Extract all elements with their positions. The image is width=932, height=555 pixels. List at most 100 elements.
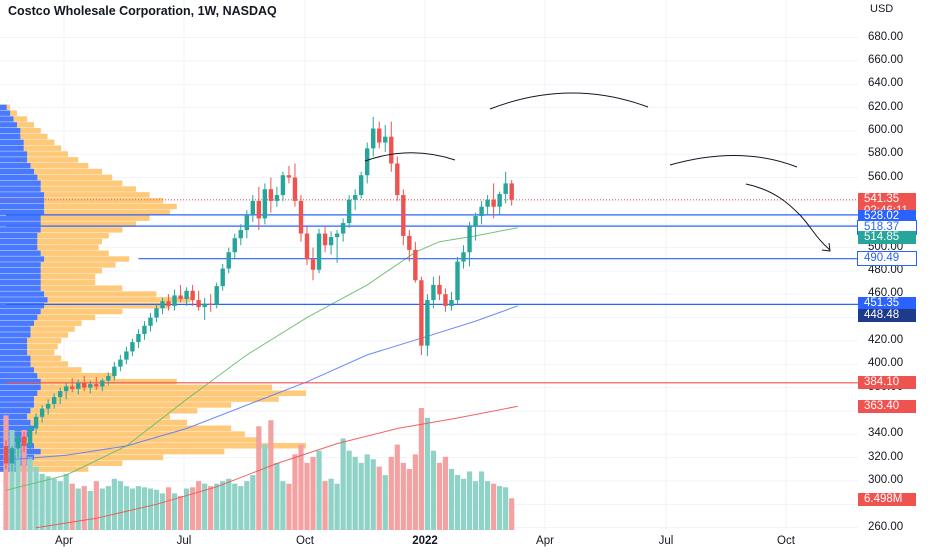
volume-profile-bar xyxy=(0,197,45,204)
volume-bar xyxy=(75,488,81,530)
volume-profile-bar xyxy=(44,192,150,198)
volume-profile-bar xyxy=(13,116,28,122)
volume-profile-bar xyxy=(0,419,31,426)
volume-profile-bar xyxy=(0,256,45,262)
volume-profile-bar xyxy=(0,367,34,373)
volume-profile-bar xyxy=(0,209,45,216)
candle-body xyxy=(3,445,9,464)
candle-body xyxy=(208,303,213,305)
volume-profile-bar xyxy=(23,139,55,146)
volume-profile-bar xyxy=(0,413,28,420)
volume-profile-bar xyxy=(40,308,123,315)
volume-profile-bar xyxy=(23,145,62,151)
candle-body xyxy=(328,237,334,246)
volume-profile-bar xyxy=(0,431,31,437)
volume-profile-bar xyxy=(0,157,28,163)
volume-bar xyxy=(214,483,220,530)
volume-bar xyxy=(316,450,322,530)
symbol-title[interactable]: Costco Wholesale Corporation, 1W, NASDAQ xyxy=(8,4,277,18)
volume-bar xyxy=(322,481,328,530)
volume-profile-bar xyxy=(0,396,34,402)
y-tick-label: 660.00 xyxy=(868,53,904,66)
candle-body xyxy=(21,436,27,446)
volume-profile-bar xyxy=(37,244,99,251)
volume-profile-bar xyxy=(0,215,41,221)
candle-body xyxy=(371,128,376,149)
volume-profile-bar xyxy=(40,180,123,186)
candle-body xyxy=(485,199,490,207)
volume-profile-bar xyxy=(40,227,123,233)
volume-bar xyxy=(436,462,443,530)
candle-body xyxy=(455,261,460,301)
candle-body xyxy=(413,249,418,281)
volume-profile-bar xyxy=(6,104,11,111)
volume-bar xyxy=(159,493,166,530)
candle-body xyxy=(190,290,195,301)
volume-profile-bar xyxy=(0,267,41,274)
candle-body xyxy=(166,301,171,306)
volume-profile-bar xyxy=(27,413,171,420)
candle-body xyxy=(142,325,147,334)
volume-profile-bar xyxy=(44,197,164,204)
candle-body xyxy=(64,386,69,392)
currency-label: USD xyxy=(870,3,894,15)
candle-body xyxy=(401,195,406,236)
volume-bar xyxy=(250,475,256,530)
candle-body xyxy=(130,342,135,352)
volume-profile-bar xyxy=(0,291,45,297)
volume-bar xyxy=(370,459,376,530)
volume-profile-bar xyxy=(20,466,89,472)
volume-bar xyxy=(503,487,509,530)
volume-bar xyxy=(9,429,15,530)
candle-body xyxy=(45,403,51,409)
x-tick-label: Jul xyxy=(176,535,192,547)
volume-profile-bar xyxy=(0,180,41,186)
candle-body xyxy=(407,235,412,250)
volume-profile-bar xyxy=(0,390,38,396)
volume-profile-bar xyxy=(30,332,69,338)
volume-profile-bar xyxy=(37,174,113,181)
candle-body xyxy=(184,290,189,299)
volume-profile-bar xyxy=(0,174,38,181)
candle-body xyxy=(395,163,400,196)
volume-bar xyxy=(111,478,117,530)
volume-bar xyxy=(21,429,27,530)
volume-bar xyxy=(346,450,352,530)
price-axis[interactable] xyxy=(858,0,932,550)
volume-profile-bar xyxy=(0,133,21,140)
volume-profile-bar xyxy=(40,250,109,256)
y-tick-label: 480.00 xyxy=(868,263,904,276)
candle-body xyxy=(154,308,159,318)
x-tick-label: Oct xyxy=(296,535,314,547)
volume-bar xyxy=(298,444,304,530)
volume-profile-bar xyxy=(0,303,45,309)
candle-body xyxy=(112,366,117,376)
price-axis-label: 448.48 xyxy=(858,309,916,323)
price-axis-label: 528.02 xyxy=(858,209,916,223)
volume-bar xyxy=(286,483,292,530)
candle-body xyxy=(232,238,237,253)
volume-bar xyxy=(39,473,45,530)
volume-profile-bar xyxy=(0,425,34,431)
volume-bar xyxy=(406,469,412,530)
candle-body xyxy=(118,359,123,367)
volume-profile-bar xyxy=(0,361,31,367)
volume-profile-bar xyxy=(40,262,116,268)
volume-profile-bar xyxy=(0,104,7,111)
candle-body xyxy=(244,214,249,231)
volume-bar xyxy=(497,486,503,530)
candle-body xyxy=(9,448,15,464)
y-tick-label: 640.00 xyxy=(868,77,904,90)
volume-bar xyxy=(454,475,461,530)
volume-profile-bar xyxy=(37,373,116,379)
volume-bar xyxy=(45,476,51,530)
candle-body xyxy=(479,206,484,217)
y-tick-label: 460.00 xyxy=(868,287,904,300)
candle-body xyxy=(491,199,496,207)
volume-profile-bar xyxy=(17,122,34,128)
volume-bar xyxy=(232,483,238,530)
candle-body xyxy=(503,183,508,194)
volume-profile-bar xyxy=(0,373,38,379)
